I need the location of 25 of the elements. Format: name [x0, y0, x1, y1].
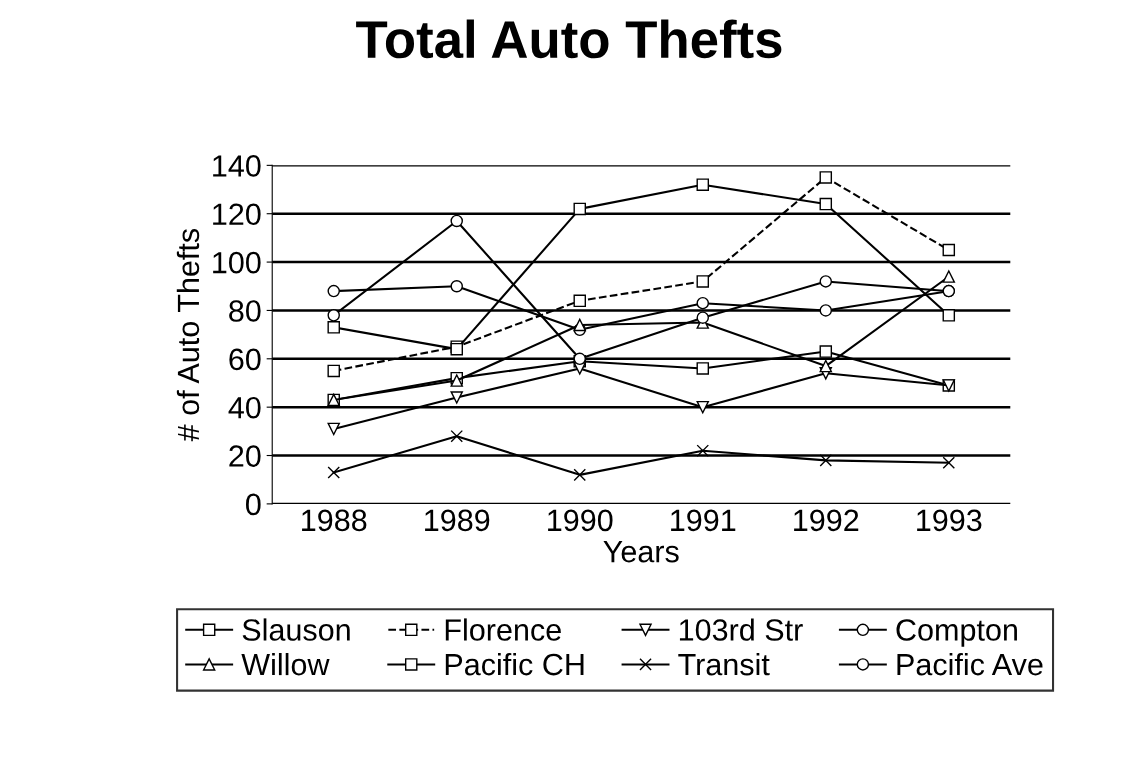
x-axis-title: Years: [603, 541, 679, 563]
y-tick-label: 40: [228, 396, 261, 419]
y-tick-label: 0: [246, 493, 261, 516]
legend-label: Willow: [241, 652, 330, 676]
y-tick-label: 120: [213, 203, 261, 226]
x-tick-label: 1992: [794, 509, 859, 532]
legend-label: Pacific CH: [445, 652, 584, 676]
y-tick-label: 20: [229, 445, 261, 467]
x-tick-label: 1989: [425, 509, 490, 532]
y-tick-label: 80: [229, 300, 261, 322]
y-axis-title: # of Auto Thefts: [176, 228, 200, 442]
legend-label: Transit: [678, 652, 770, 676]
legend-label: Florence: [445, 618, 561, 641]
chart-title: Total Auto Thefts: [356, 19, 782, 59]
y-tick-label: 140: [213, 155, 261, 177]
legend-label: Slauson: [242, 618, 350, 641]
x-tick-label: 1988: [302, 509, 367, 532]
legend-label: Pacific Ave: [897, 652, 1043, 676]
y-tick-label: 100: [213, 251, 261, 274]
y-tick-label: 60: [229, 348, 261, 371]
x-tick-label: 1993: [917, 509, 982, 532]
legend-label: Compton: [896, 619, 1017, 647]
x-tick-label: 1991: [671, 509, 736, 532]
x-tick-label: 1990: [548, 509, 613, 532]
legend-label: 103rd Str: [679, 618, 803, 641]
